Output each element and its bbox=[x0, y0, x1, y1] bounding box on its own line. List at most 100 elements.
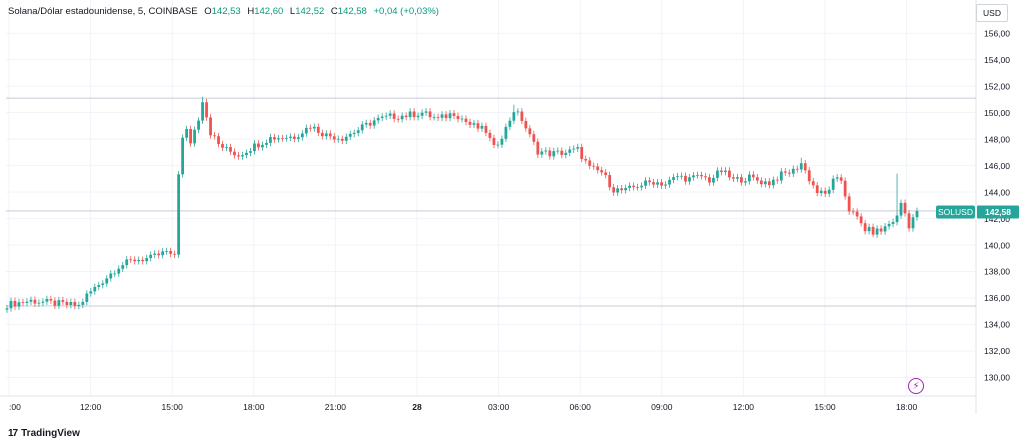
candle-body bbox=[775, 179, 779, 181]
candle-body bbox=[21, 302, 25, 304]
candle-body bbox=[556, 150, 560, 152]
candle-body bbox=[704, 176, 707, 178]
y-tick-label: 144,00 bbox=[984, 187, 1010, 197]
candle-body bbox=[464, 118, 468, 122]
candle-body bbox=[564, 152, 568, 155]
high-label: H bbox=[247, 6, 255, 17]
candle-body bbox=[308, 127, 312, 129]
candle-body bbox=[348, 133, 352, 137]
price-axis[interactable]: 130,00 132,00 134,00 136,00 138,00 140,00 142,… bbox=[984, 28, 1010, 382]
candle-body bbox=[624, 187, 628, 191]
y-tick-label: 150,00 bbox=[984, 108, 1010, 118]
candle-body bbox=[292, 136, 296, 139]
candle-body bbox=[133, 259, 137, 262]
candle-body bbox=[616, 188, 620, 193]
y-tick-label: 134,00 bbox=[984, 320, 1010, 330]
candle-body bbox=[225, 147, 228, 148]
candle-body bbox=[105, 278, 109, 284]
candle-body bbox=[500, 138, 504, 145]
candle-body bbox=[209, 117, 212, 136]
candle-body bbox=[584, 158, 588, 161]
candle-body bbox=[835, 177, 839, 179]
x-tick-label: 18:00 bbox=[243, 402, 265, 412]
candle-body bbox=[17, 302, 21, 307]
candle-body bbox=[628, 185, 632, 188]
candles bbox=[5, 96, 919, 313]
candle-body bbox=[879, 228, 883, 232]
candle-body bbox=[41, 301, 45, 303]
tradingview-brand[interactable]: 17 TradingView bbox=[8, 428, 80, 439]
candle-body bbox=[416, 115, 420, 118]
candle-body bbox=[915, 210, 919, 218]
candle-body bbox=[771, 179, 775, 186]
candle-body bbox=[444, 114, 448, 119]
candle-body bbox=[376, 117, 380, 121]
candle-body bbox=[548, 150, 552, 157]
candle-body bbox=[664, 184, 667, 186]
candle-body bbox=[85, 293, 89, 302]
price-label: 142,58 bbox=[985, 207, 1011, 217]
y-tick-label: 154,00 bbox=[984, 55, 1010, 65]
candle-body bbox=[827, 189, 831, 194]
candle-body bbox=[304, 127, 308, 134]
y-tick-label: 142,00 bbox=[984, 214, 1010, 224]
candle-body bbox=[596, 166, 600, 171]
price-label-bg bbox=[977, 205, 1019, 219]
time-axis[interactable]: :00 12:00 15:00 18:00 21:00 28 03:00 06:00 09:00… bbox=[9, 402, 918, 412]
candle-body bbox=[328, 133, 332, 137]
candle-body bbox=[779, 171, 783, 181]
candle-body bbox=[728, 170, 731, 178]
candle-body bbox=[45, 299, 49, 302]
chart-legend: Solana/Dólar estadounidense, 5, COINBASE… bbox=[8, 6, 439, 17]
symbol-label: SOLUSD bbox=[938, 207, 973, 217]
open-value: 142,53 bbox=[211, 6, 241, 17]
candle-body bbox=[189, 129, 192, 144]
candle-body bbox=[213, 135, 216, 137]
candle-body bbox=[284, 137, 288, 139]
candle-body bbox=[871, 226, 875, 235]
candle-body bbox=[53, 300, 57, 306]
candle-body bbox=[404, 115, 408, 118]
candle-body bbox=[288, 136, 292, 138]
candle-body bbox=[736, 177, 739, 179]
candle-body bbox=[532, 134, 536, 142]
x-tick-label: 09:00 bbox=[651, 402, 673, 412]
candle-body bbox=[73, 301, 77, 307]
candle-body bbox=[57, 300, 61, 306]
candle-body bbox=[173, 253, 177, 255]
candle-body bbox=[265, 142, 268, 145]
candle-body bbox=[807, 170, 811, 182]
candle-body bbox=[312, 126, 316, 129]
candle-body bbox=[720, 170, 723, 173]
candle-body bbox=[117, 268, 121, 274]
candle-body bbox=[859, 216, 863, 224]
lightning-icon[interactable]: ⚡ bbox=[908, 378, 924, 394]
candle-body bbox=[899, 202, 903, 216]
x-tick-label: 15:00 bbox=[814, 402, 836, 412]
candle-body bbox=[739, 177, 743, 183]
candle-body bbox=[153, 253, 157, 255]
candle-body bbox=[428, 111, 432, 118]
currency-button[interactable]: USD bbox=[976, 4, 1008, 22]
chart-grid bbox=[0, 0, 977, 414]
candle-body bbox=[217, 136, 220, 145]
candle-body bbox=[368, 122, 372, 126]
candle-body bbox=[839, 177, 843, 181]
candle-body bbox=[540, 151, 544, 155]
candle-body bbox=[89, 291, 93, 294]
candle-body bbox=[81, 301, 85, 305]
x-tick-label: 03:00 bbox=[488, 402, 510, 412]
candle-body bbox=[141, 259, 145, 262]
candle-body bbox=[424, 111, 428, 113]
y-tick-label: 136,00 bbox=[984, 293, 1010, 303]
candle-body bbox=[700, 174, 703, 177]
candle-body bbox=[572, 148, 576, 150]
x-tick-label: 28 bbox=[412, 402, 422, 412]
low-label: L bbox=[289, 6, 296, 17]
candle-body bbox=[193, 129, 196, 144]
symbol-title[interactable]: Solana/Dólar estadounidense, 5, COINBASE bbox=[8, 6, 198, 17]
candle-body bbox=[795, 168, 799, 170]
candle-body bbox=[763, 181, 767, 185]
candle-body bbox=[408, 111, 412, 118]
